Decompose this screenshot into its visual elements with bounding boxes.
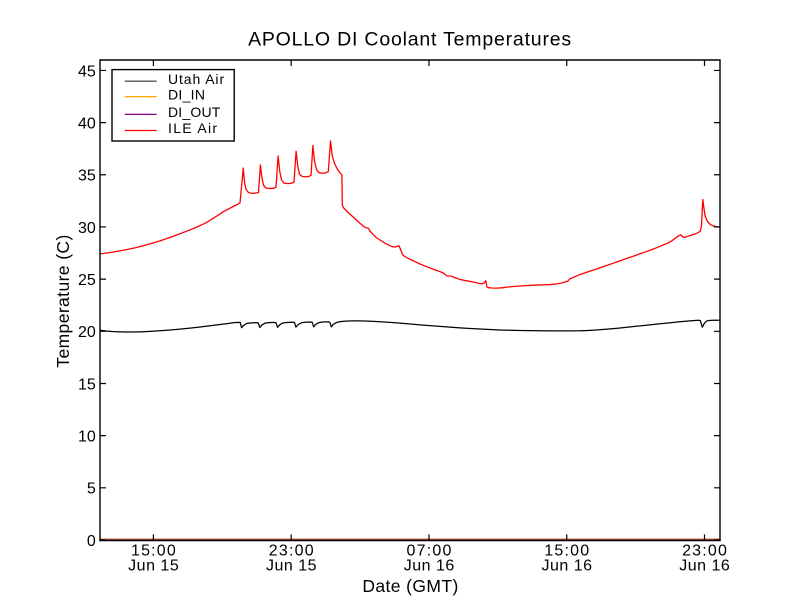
svg-text:DI_IN: DI_IN <box>168 86 205 102</box>
svg-text:Utah Air: Utah Air <box>168 71 225 87</box>
svg-text:Jun 16: Jun 16 <box>404 557 455 574</box>
svg-text:Date (GMT): Date (GMT) <box>362 576 458 596</box>
svg-text:30: 30 <box>78 220 96 237</box>
svg-text:07:00: 07:00 <box>407 543 453 560</box>
svg-text:0: 0 <box>87 533 96 550</box>
svg-text:35: 35 <box>78 168 96 185</box>
svg-text:23:00: 23:00 <box>269 543 315 560</box>
svg-text:40: 40 <box>78 116 96 133</box>
svg-text:15:00: 15:00 <box>131 543 177 560</box>
svg-text:Jun 16: Jun 16 <box>679 557 730 574</box>
svg-text:15: 15 <box>78 376 96 393</box>
svg-text:10: 10 <box>78 429 96 446</box>
svg-text:25: 25 <box>78 272 96 289</box>
svg-text:20: 20 <box>78 324 96 341</box>
svg-text:45: 45 <box>78 63 96 80</box>
svg-text:Jun 15: Jun 15 <box>128 557 179 574</box>
svg-text:APOLLO DI Coolant Temperatures: APOLLO DI Coolant Temperatures <box>248 29 572 51</box>
svg-text:Temperature (C): Temperature (C) <box>53 234 73 367</box>
svg-text:Jun 15: Jun 15 <box>266 557 317 574</box>
svg-text:23:00: 23:00 <box>682 543 728 560</box>
svg-text:ILE Air: ILE Air <box>168 120 218 136</box>
svg-text:15:00: 15:00 <box>544 543 590 560</box>
svg-text:5: 5 <box>87 481 96 498</box>
svg-text:DI_OUT: DI_OUT <box>168 104 221 120</box>
svg-text:Jun 16: Jun 16 <box>542 557 593 574</box>
